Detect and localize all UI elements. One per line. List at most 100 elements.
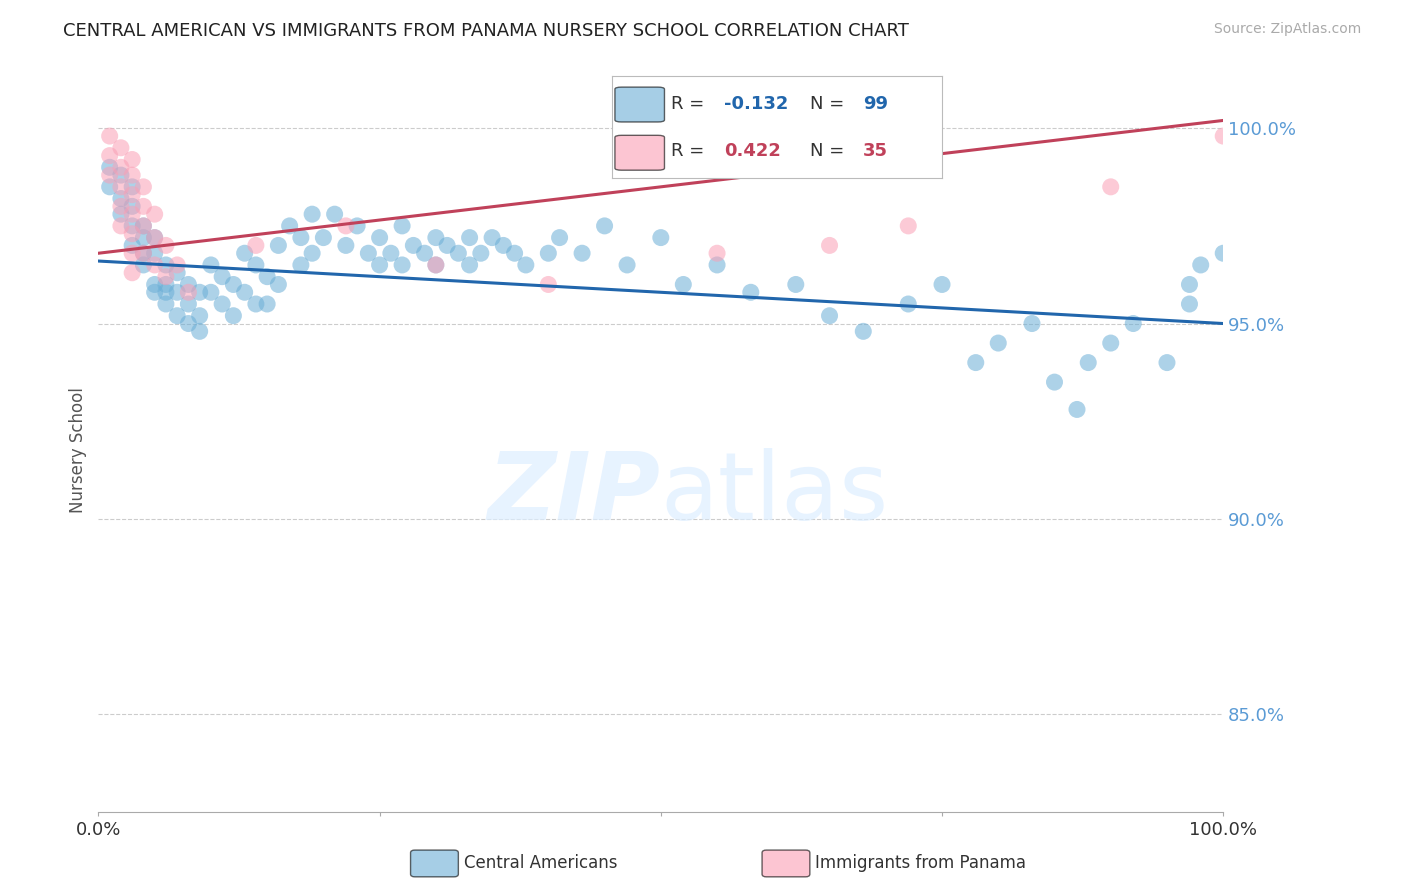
Point <box>458 258 481 272</box>
Text: -0.132: -0.132 <box>724 95 789 113</box>
Point <box>110 219 132 233</box>
Point <box>110 168 132 182</box>
Point <box>200 258 222 272</box>
Point <box>177 285 200 300</box>
Point <box>110 192 132 206</box>
Point <box>110 161 132 175</box>
Text: N =: N = <box>810 142 849 160</box>
Point <box>706 258 728 272</box>
Point <box>380 246 402 260</box>
Point <box>245 297 267 311</box>
Point <box>132 246 155 260</box>
Point <box>177 317 200 331</box>
Point <box>233 285 256 300</box>
Point <box>593 219 616 233</box>
Point <box>312 230 335 244</box>
Point <box>110 179 132 194</box>
Point <box>256 269 278 284</box>
Point <box>143 246 166 260</box>
Text: R =: R = <box>671 142 710 160</box>
Point <box>537 277 560 292</box>
Point <box>166 285 188 300</box>
Point <box>1156 355 1178 369</box>
Point <box>132 219 155 233</box>
Point <box>132 258 155 272</box>
Point <box>121 187 143 202</box>
Point <box>177 277 200 292</box>
Point <box>897 219 920 233</box>
Point <box>402 238 425 252</box>
Point <box>852 324 875 338</box>
Point <box>110 141 132 155</box>
Text: CENTRAL AMERICAN VS IMMIGRANTS FROM PANAMA NURSERY SCHOOL CORRELATION CHART: CENTRAL AMERICAN VS IMMIGRANTS FROM PANA… <box>63 22 910 40</box>
Point <box>155 258 177 272</box>
Point <box>143 207 166 221</box>
Point <box>143 285 166 300</box>
FancyBboxPatch shape <box>614 136 665 170</box>
Point <box>121 219 143 233</box>
Point <box>1122 317 1144 331</box>
Point <box>1189 258 1212 272</box>
Text: Immigrants from Panama: Immigrants from Panama <box>815 855 1026 872</box>
Text: atlas: atlas <box>661 448 889 540</box>
Point <box>413 246 436 260</box>
Point <box>121 153 143 167</box>
Text: 35: 35 <box>863 142 887 160</box>
Text: ZIP: ZIP <box>488 448 661 540</box>
Point <box>571 246 593 260</box>
Point <box>166 266 188 280</box>
Point <box>492 238 515 252</box>
Point <box>143 277 166 292</box>
Text: R =: R = <box>671 95 710 113</box>
Point <box>987 336 1010 351</box>
Point <box>1099 336 1122 351</box>
Point <box>301 207 323 221</box>
Point <box>211 297 233 311</box>
Point <box>616 258 638 272</box>
Point <box>222 277 245 292</box>
Point <box>267 238 290 252</box>
Point <box>177 297 200 311</box>
Point <box>155 277 177 292</box>
Point <box>1178 297 1201 311</box>
Y-axis label: Nursery School: Nursery School <box>69 387 87 514</box>
Point <box>98 179 121 194</box>
Point <box>132 179 155 194</box>
Point <box>245 258 267 272</box>
Point <box>278 219 301 233</box>
Text: 0.422: 0.422 <box>724 142 780 160</box>
Point <box>132 246 155 260</box>
Point <box>132 199 155 213</box>
Point <box>436 238 458 252</box>
Point <box>233 246 256 260</box>
Point <box>245 238 267 252</box>
Point <box>290 230 312 244</box>
Point <box>357 246 380 260</box>
Point <box>1099 179 1122 194</box>
Text: Central Americans: Central Americans <box>464 855 617 872</box>
Point <box>897 297 920 311</box>
Point <box>368 258 391 272</box>
Point <box>166 258 188 272</box>
Point <box>155 285 177 300</box>
Point <box>785 277 807 292</box>
Point <box>98 168 121 182</box>
Point <box>211 269 233 284</box>
Point <box>1066 402 1088 417</box>
Text: 99: 99 <box>863 95 887 113</box>
Point <box>1077 355 1099 369</box>
Point <box>110 207 132 221</box>
Point <box>155 238 177 252</box>
Point <box>256 297 278 311</box>
Point <box>290 258 312 272</box>
Text: Source: ZipAtlas.com: Source: ZipAtlas.com <box>1213 22 1361 37</box>
Point <box>143 258 166 272</box>
Point <box>425 258 447 272</box>
Point <box>155 297 177 311</box>
Point <box>121 227 143 241</box>
Point <box>323 207 346 221</box>
Point <box>650 230 672 244</box>
Point <box>121 246 143 260</box>
Point <box>1212 129 1234 144</box>
Point <box>188 324 211 338</box>
